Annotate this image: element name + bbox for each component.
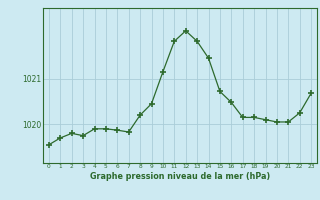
X-axis label: Graphe pression niveau de la mer (hPa): Graphe pression niveau de la mer (hPa) bbox=[90, 172, 270, 181]
